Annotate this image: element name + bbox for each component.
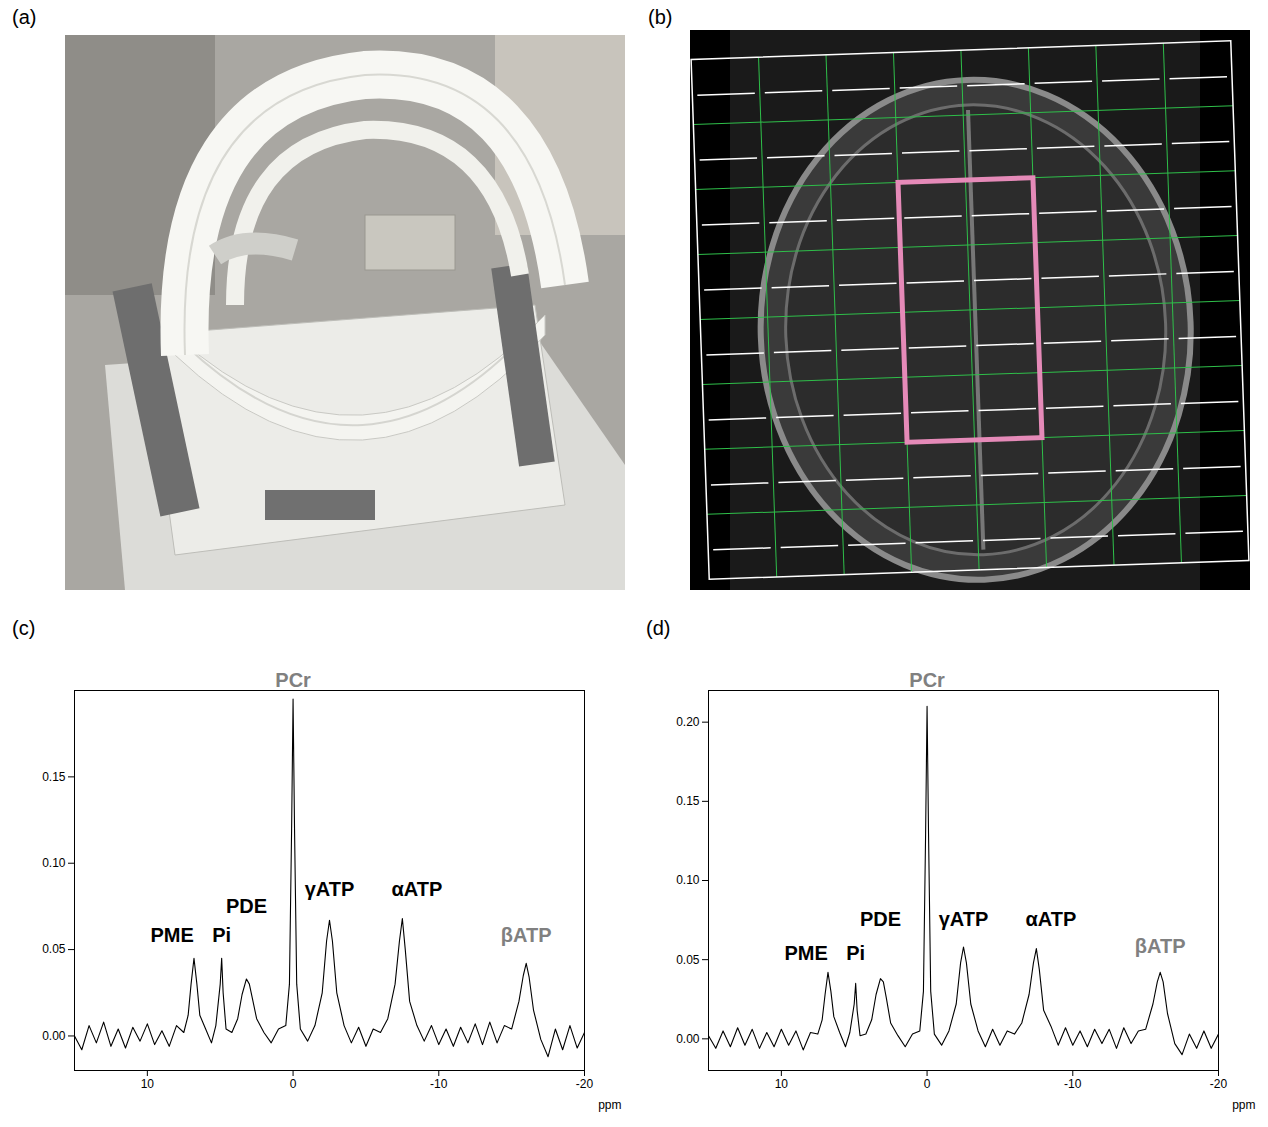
svg-text:0.10: 0.10: [42, 856, 66, 870]
svg-text:γATP: γATP: [305, 878, 355, 900]
svg-text:0.00: 0.00: [42, 1029, 66, 1043]
svg-text:0.05: 0.05: [42, 942, 66, 956]
svg-text:PDE: PDE: [860, 908, 901, 930]
svg-text:0: 0: [924, 1077, 931, 1091]
svg-text:10: 10: [141, 1077, 155, 1091]
svg-text:αATP: αATP: [1026, 908, 1077, 930]
svg-text:0.10: 0.10: [676, 873, 700, 887]
svg-text:PME: PME: [150, 924, 193, 946]
svg-text:Pi: Pi: [212, 924, 231, 946]
svg-text:0.15: 0.15: [42, 770, 66, 784]
svg-text:γATP: γATP: [939, 908, 989, 930]
html-text:(d): (d): [646, 617, 671, 639]
svg-text:10: 10: [775, 1077, 789, 1091]
svg-text:PDE: PDE: [226, 895, 267, 917]
svg-text:PME: PME: [784, 942, 827, 964]
svg-text:ppm: ppm: [598, 1098, 621, 1112]
svg-text:0.00: 0.00: [676, 1032, 700, 1046]
svg-text:0.15: 0.15: [676, 794, 700, 808]
svg-text:-20: -20: [1210, 1077, 1228, 1091]
svg-text:0: 0: [290, 1077, 297, 1091]
html-text:(a): (a): [12, 6, 37, 28]
svg-text:0.05: 0.05: [676, 953, 700, 967]
svg-text:-10: -10: [430, 1077, 448, 1091]
svg-text:βATP: βATP: [1135, 935, 1186, 957]
svg-text:0.20: 0.20: [676, 715, 700, 729]
svg-text:PCr: PCr: [275, 669, 311, 691]
svg-text:-10: -10: [1064, 1077, 1082, 1091]
svg-text:ppm: ppm: [1232, 1098, 1255, 1112]
svg-text:βATP: βATP: [501, 924, 552, 946]
html-text:(c): (c): [12, 617, 36, 639]
svg-text:-20: -20: [576, 1077, 594, 1091]
html-text:(b): (b): [648, 6, 673, 28]
svg-text:Pi: Pi: [846, 942, 865, 964]
svg-text:PCr: PCr: [909, 669, 945, 691]
svg-text:αATP: αATP: [392, 878, 443, 900]
